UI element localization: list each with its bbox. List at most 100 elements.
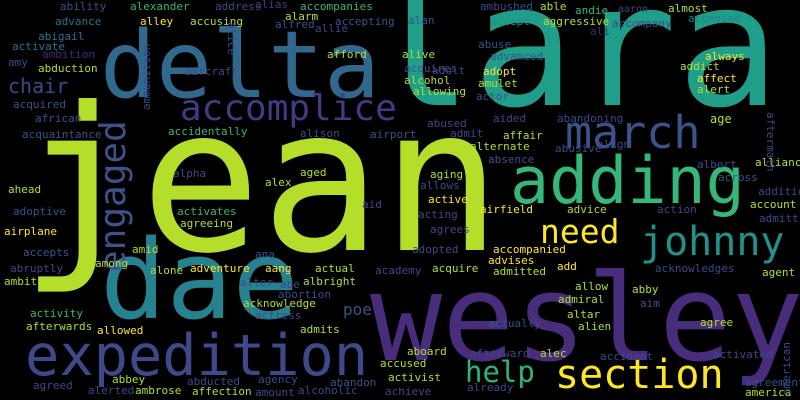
- word: alcohol: [404, 74, 450, 87]
- word: adult: [432, 64, 465, 77]
- word: alcoholic: [298, 384, 358, 397]
- word: ambition: [42, 48, 95, 61]
- word: afford: [327, 48, 367, 61]
- word: allie: [315, 22, 348, 35]
- word: activist: [388, 371, 441, 384]
- word: activated: [713, 348, 773, 361]
- word: alliance: [755, 156, 800, 169]
- word: airfield: [480, 203, 533, 216]
- word: amid: [132, 243, 159, 256]
- word: addict: [680, 60, 720, 73]
- word: allowing: [413, 85, 466, 98]
- word: ah: [345, 153, 358, 166]
- word: acquaintance: [22, 128, 101, 141]
- word: ambrose: [135, 384, 181, 397]
- word: american: [780, 342, 793, 395]
- word: aang: [265, 262, 292, 275]
- word: abused: [427, 117, 467, 130]
- word: america: [745, 386, 791, 399]
- word: account: [750, 198, 796, 211]
- word: ali: [590, 25, 610, 38]
- word: agency: [258, 373, 298, 386]
- word: accused: [380, 357, 426, 370]
- word: alison: [300, 127, 340, 140]
- word: need: [540, 212, 619, 251]
- word: alive: [402, 48, 435, 61]
- word: abandoning: [557, 112, 623, 125]
- word: abruptly: [10, 262, 63, 275]
- word: abe: [280, 278, 300, 291]
- word: section: [555, 352, 724, 398]
- word: admitted: [493, 265, 546, 278]
- word: accusing: [190, 15, 243, 28]
- word: alien: [578, 320, 611, 333]
- word: abducted: [187, 375, 240, 388]
- word: acting: [418, 208, 458, 221]
- word: action: [657, 203, 697, 216]
- word: absence: [488, 153, 534, 166]
- word: alias: [255, 0, 288, 11]
- word: alpha: [173, 167, 206, 180]
- word: aged: [300, 166, 327, 179]
- word: advance: [55, 15, 101, 28]
- word: accepting: [335, 15, 395, 28]
- word: allow: [575, 280, 608, 293]
- word: accept: [490, 15, 530, 28]
- word: acquire: [432, 262, 478, 275]
- word: agreed: [33, 379, 73, 392]
- word: accident: [600, 350, 653, 363]
- word: actress: [255, 309, 301, 322]
- word: african: [35, 112, 81, 125]
- word: almost: [668, 2, 708, 15]
- word: agree: [700, 316, 733, 329]
- word: aggressive: [543, 15, 609, 28]
- word: alfred: [275, 18, 315, 31]
- word: already: [467, 381, 514, 394]
- word: wesley: [370, 250, 800, 389]
- word: march: [565, 106, 700, 159]
- word: johnny: [640, 219, 785, 265]
- word: airplane: [4, 225, 57, 238]
- word: accepted: [688, 12, 741, 25]
- word: afterwards: [26, 320, 92, 333]
- word: ahead: [8, 183, 41, 196]
- word: lara: [370, 0, 779, 146]
- word: adoptive: [13, 205, 66, 218]
- word: accompanied: [493, 243, 566, 256]
- word: addition: [758, 185, 800, 198]
- word: aided: [493, 112, 526, 125]
- word: adventure: [190, 262, 250, 275]
- word: abbey: [112, 373, 145, 386]
- word: alexander: [130, 0, 190, 13]
- word: across: [718, 171, 758, 184]
- word: adding: [510, 144, 745, 219]
- word: acquires: [404, 62, 457, 75]
- word: ambushed: [480, 0, 533, 13]
- word: engaged: [93, 120, 134, 272]
- word: actually: [488, 317, 541, 330]
- word: always: [705, 50, 745, 63]
- word: agreement: [745, 376, 800, 389]
- word: altar: [567, 308, 600, 321]
- word: expedition: [25, 323, 368, 389]
- word: acquired: [13, 98, 66, 111]
- word: abandon: [330, 376, 376, 389]
- word: ammunition: [140, 44, 153, 110]
- word: aircraft: [185, 65, 238, 78]
- word: accidentally: [168, 125, 248, 138]
- word: alex: [265, 176, 292, 189]
- word: andie: [575, 4, 608, 17]
- word: abuse: [478, 38, 511, 51]
- word: age: [710, 112, 732, 126]
- word: achieve: [385, 385, 431, 398]
- word: accompany: [612, 17, 672, 30]
- word: alec: [540, 347, 567, 360]
- word: aftermath: [764, 112, 777, 172]
- word: help: [465, 355, 535, 389]
- word: accomplice: [180, 88, 397, 129]
- word: alternate: [470, 140, 530, 153]
- word: add: [557, 260, 577, 273]
- word: acknowledge: [243, 297, 316, 310]
